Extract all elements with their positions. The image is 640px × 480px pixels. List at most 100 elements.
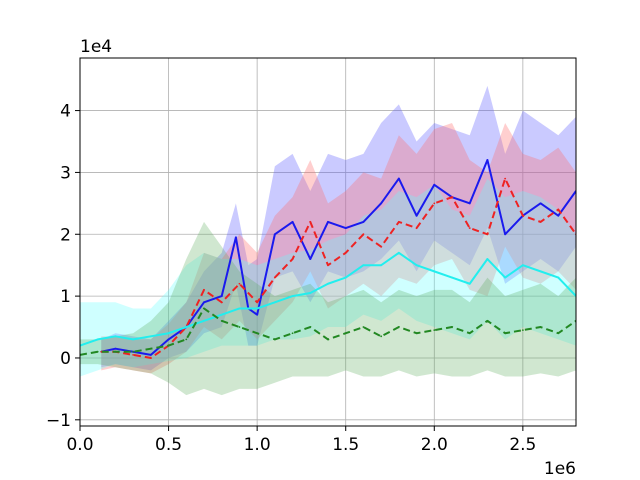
series-3-point <box>149 335 152 338</box>
series-2-band <box>101 122 576 374</box>
series-1-point <box>362 220 365 223</box>
series-4-point <box>185 338 188 341</box>
series-2-point <box>132 353 135 356</box>
series-2-point <box>415 227 418 229</box>
series-3-point <box>256 307 259 310</box>
series-3-point <box>521 264 524 267</box>
series-3-point <box>362 264 365 267</box>
series-4-band <box>80 221 576 396</box>
series-4-point <box>256 332 259 335</box>
series-2-point <box>327 264 329 267</box>
series-4-point <box>415 332 418 335</box>
series-1-point <box>397 177 400 180</box>
series-3-point <box>291 295 294 298</box>
series-4-point <box>380 335 383 338</box>
series-3-point <box>309 292 312 294</box>
series-4-point <box>433 329 436 332</box>
series-4-point <box>539 326 542 328</box>
series-1-point <box>234 236 237 239</box>
series-2-point <box>362 233 365 236</box>
series-4-point <box>132 350 135 353</box>
series-2-point <box>273 276 276 279</box>
x-tick-label: 2.5 <box>509 435 536 455</box>
series-3-point <box>397 251 400 254</box>
series-2-point <box>203 289 205 291</box>
series-4-point <box>96 350 99 353</box>
series-2-point <box>100 350 103 353</box>
x-tick-label: 1.5 <box>332 435 359 455</box>
series-1-point <box>327 220 329 223</box>
series-1-point <box>486 159 489 161</box>
series-3-point <box>114 335 117 338</box>
series-3-point <box>238 307 241 310</box>
series-4-point <box>203 307 205 310</box>
series-3-point <box>415 264 418 267</box>
series-4-point <box>149 347 152 350</box>
series-4-point <box>521 329 524 332</box>
series-2-point <box>504 177 507 180</box>
series-4-point <box>291 332 294 335</box>
series-3-point <box>185 326 188 328</box>
series-4-point <box>344 332 347 335</box>
series-2-point <box>309 220 312 223</box>
series-1-point <box>149 353 152 356</box>
series-lines <box>80 159 576 359</box>
series-1-point <box>557 214 560 217</box>
series-3-point <box>504 276 507 279</box>
series-3-point <box>486 258 489 260</box>
series-1-point <box>504 233 507 236</box>
series-2-point <box>344 251 347 254</box>
y-tick-label: 2 <box>60 225 71 245</box>
y-tick-label: 0 <box>60 349 71 369</box>
series-2-point <box>451 196 453 199</box>
series-4-point <box>451 326 453 328</box>
series-4-point <box>468 332 471 335</box>
series-4-point <box>238 326 241 328</box>
series-2-point <box>468 227 471 229</box>
series-1-point <box>380 202 383 205</box>
series-3-point <box>380 264 383 267</box>
y-axis-multiplier: 1e4 <box>80 37 112 57</box>
series-3-point <box>96 338 99 341</box>
series-2-point <box>433 202 436 205</box>
x-tick-label: 0.0 <box>66 435 93 455</box>
series-2-point <box>291 258 294 260</box>
series-1-point <box>114 347 117 350</box>
series-2-line <box>101 177 576 359</box>
x-tick-label: 2.0 <box>421 435 448 455</box>
series-4-point <box>167 344 170 347</box>
series-1-point <box>415 214 418 217</box>
series-4-point <box>114 350 117 353</box>
grid <box>79 58 576 426</box>
series-2-point <box>397 220 400 223</box>
series-3-point <box>451 276 453 279</box>
series-4-point <box>309 326 312 328</box>
series-1-band <box>101 85 576 371</box>
series-2-point <box>149 357 152 359</box>
series-3-point <box>273 301 276 304</box>
x-axis-multiplier: 1e6 <box>544 459 576 479</box>
series-2-point <box>238 282 241 285</box>
series-1-point <box>220 295 223 298</box>
plot-frame <box>79 57 577 427</box>
y-tick-label: −1 <box>46 411 71 431</box>
series-3-point <box>327 282 329 285</box>
series-1-point <box>539 202 542 205</box>
axis-ticks: 0.0 0.5 1.0 1.5 2.0 2.5 −1 0 1 2 3 4 <box>46 102 536 455</box>
y-tick-label: 4 <box>60 102 71 122</box>
series-3-point <box>433 270 436 273</box>
series-3-point <box>220 313 223 316</box>
series-1-point <box>433 183 436 186</box>
series-4-point <box>486 319 489 322</box>
series-2-point <box>557 208 560 211</box>
series-3-point <box>167 332 170 335</box>
series-4-point <box>273 338 276 341</box>
series-4-point <box>504 332 507 335</box>
y-tick-label: 1 <box>60 287 71 307</box>
series-3-point <box>468 282 471 285</box>
x-tick-label: 1.0 <box>244 435 271 455</box>
series-1-point <box>468 202 471 205</box>
y-tick-label: 3 <box>60 163 71 183</box>
series-4-point <box>327 338 329 341</box>
